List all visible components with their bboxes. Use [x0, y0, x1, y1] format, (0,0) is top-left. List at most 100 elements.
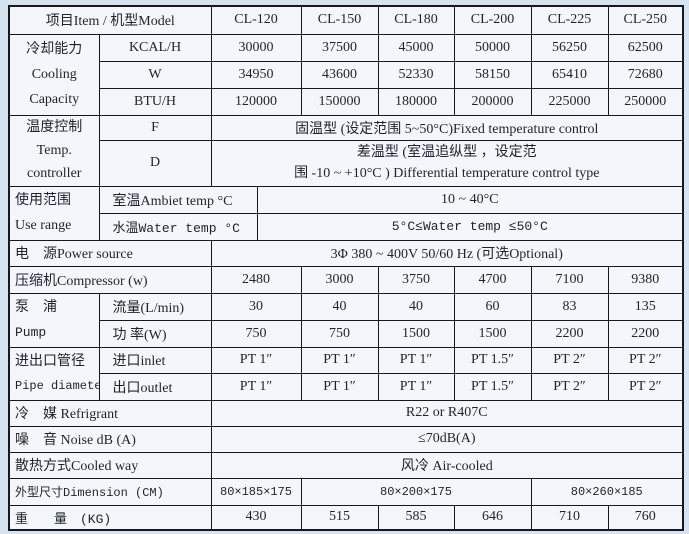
model-header-cl225: CL-225 — [530, 5, 609, 35]
dimension-value-2: 80×200×175 — [300, 477, 532, 506]
weight-value: 760 — [607, 504, 684, 531]
kcal-value: 50000 — [453, 33, 532, 62]
pipe-outlet-value: PT 1″ — [210, 372, 302, 401]
unit-w-label: W — [98, 60, 212, 89]
btu-value: 120000 — [210, 87, 302, 116]
pipe-outlet-value: PT 2″ — [530, 372, 609, 401]
cooling-label-en1: Cooling — [31, 67, 77, 82]
refrigerant-value: R22 or R407C — [210, 399, 684, 427]
compressor-value: 3000 — [300, 265, 379, 294]
pipe-inlet-label: 进口inlet — [98, 346, 212, 374]
pump-label-en: Pump — [15, 325, 47, 340]
temp-controller-label: 温度控制 Temp. controller — [8, 114, 100, 187]
weight-value: 646 — [453, 504, 532, 531]
pump-flow-value: 40 — [300, 292, 379, 321]
dimension-value-1: 80×185×175 — [210, 477, 302, 506]
use-range-label-zh: 使用范围 — [15, 193, 71, 208]
pipe-inlet-value: PT 1″ — [300, 346, 379, 374]
refrigerant-row: 冷 媒 Refrigrant R22 or R407C — [8, 399, 684, 427]
dimension-value-3: 80×260×185 — [530, 477, 684, 506]
header-row: 项目Item / 机型Model CL-120 CL-150 CL-180 CL… — [8, 5, 684, 35]
pump-label-zh: 泵 浦 — [15, 300, 57, 315]
w-value: 34950 — [210, 60, 302, 89]
temp-label-zh: 温度控制 — [26, 120, 83, 135]
unit-kcal-label: KCAL/H — [98, 33, 212, 62]
temp-label-en1: Temp. — [36, 143, 72, 158]
pipe-inlet-value: PT 1″ — [210, 346, 302, 374]
pipe-inlet-value: PT 2″ — [530, 346, 609, 374]
water-temp-row: 水温Water temp °C 5°C≤Water temp ≤50°C — [9, 212, 684, 241]
cooling-kcal-row: 冷却能力 Cooling Capacity KCAL/H 30000 37500… — [8, 33, 684, 116]
compressor-value: 4700 — [453, 265, 532, 294]
pipe-inlet-value: PT 2″ — [607, 346, 684, 374]
noise-row: 噪 音 Noise dB (A) ≤70dB(A) — [8, 425, 684, 453]
power-source-row: 电 源Power source 3Φ 380 ~ 400V 50/60 Hz (… — [8, 239, 684, 267]
cooling-btu-row: BTU/H 120000 150000 180000 200000 225000… — [9, 87, 684, 116]
temp-f-label: F — [98, 114, 212, 141]
kcal-value: 62500 — [607, 33, 684, 62]
kcal-value: 56250 — [530, 33, 609, 62]
dimension-label: 外型尺寸Dimension (CM) — [8, 477, 212, 506]
unit-btu-label: BTU/H — [98, 87, 212, 116]
pipe-outlet-value: PT 1″ — [377, 372, 455, 401]
compressor-value: 7100 — [530, 265, 609, 294]
cooled-way-label: 散热方式Cooled way — [8, 451, 212, 479]
weight-row: 重 量 (KG) 430 515 585 646 710 760 — [8, 504, 684, 531]
w-value: 65410 — [530, 60, 609, 89]
w-value: 72680 — [607, 60, 684, 89]
pipe-diameter-label: 进出口管径 Pipe diameter — [8, 346, 100, 401]
pump-power-row: 功 率(W) 750 750 1500 1500 2200 2200 — [9, 319, 684, 348]
pipe-outlet-label: 出口outlet — [98, 372, 212, 401]
pipe-outlet-value: PT 2″ — [607, 372, 684, 401]
temp-label-en2: controller — [27, 166, 82, 181]
weight-value: 585 — [377, 504, 455, 531]
cooling-w-row: W 34950 43600 52330 58150 65410 72680 — [9, 60, 684, 89]
pump-power-value: 1500 — [453, 319, 532, 348]
temp-d-value-line2: 围 -10 ~ +10°C ) Differential temperature… — [294, 166, 600, 181]
pipe-inlet-value: PT 1″ — [377, 346, 455, 374]
pipe-inlet-value: PT 1.5″ — [453, 346, 532, 374]
kcal-value: 45000 — [377, 33, 455, 62]
dimension-row: 外型尺寸Dimension (CM) 80×185×175 80×200×175… — [8, 477, 684, 506]
compressor-value: 9380 — [607, 265, 684, 294]
power-source-label: 电 源Power source — [8, 239, 212, 267]
refrigerant-label: 冷 媒 Refrigrant — [8, 399, 212, 427]
noise-label: 噪 音 Noise dB (A) — [8, 425, 212, 453]
cooled-way-value: 风冷 Air-cooled — [210, 451, 684, 479]
pipe-outlet-value: PT 1″ — [300, 372, 379, 401]
cooling-capacity-label: 冷却能力 Cooling Capacity — [8, 33, 100, 116]
noise-value: ≤70dB(A) — [210, 425, 684, 453]
model-header-cl250: CL-250 — [607, 5, 684, 35]
compressor-value: 2480 — [210, 265, 302, 294]
temp-d-value: 差温型 (室温追纵型 ，设定范 围 -10 ~ +10°C ) Differen… — [210, 139, 684, 187]
pump-power-value: 1500 — [377, 319, 455, 348]
pump-power-label: 功 率(W) — [98, 319, 212, 348]
temp-d-row: D 差温型 (室温追纵型 ，设定范 围 -10 ~ +10°C ) Differ… — [9, 139, 684, 187]
ambient-temp-value: 10 ~ 40°C — [256, 185, 684, 214]
pipe-label-zh: 进出口管径 — [15, 353, 85, 369]
pump-flow-row: 泵 浦 Pump 流量(L/min) 30 40 40 60 83 135 — [8, 292, 684, 348]
pump-flow-value: 40 — [377, 292, 455, 321]
w-value: 52330 — [377, 60, 455, 89]
water-temp-label: 水温Water temp °C — [98, 212, 258, 241]
btu-value: 250000 — [607, 87, 684, 116]
pipe-outlet-row: 出口outlet PT 1″ PT 1″ PT 1″ PT 1.5″ PT 2″… — [9, 372, 684, 401]
btu-value: 225000 — [530, 87, 609, 116]
w-value: 43600 — [300, 60, 379, 89]
pump-flow-value: 83 — [530, 292, 609, 321]
model-header-cl120: CL-120 — [210, 5, 302, 35]
pump-flow-value: 30 — [210, 292, 302, 321]
use-range-label-en: Use range — [15, 218, 72, 233]
pump-flow-label: 流量(L/min) — [98, 292, 212, 321]
model-header-cl180: CL-180 — [377, 5, 455, 35]
pipe-label-en: Pipe diameter — [15, 378, 98, 393]
pump-power-value: 750 — [300, 319, 379, 348]
temp-d-value-line1: 差温型 (室温追纵型 ，设定范 — [356, 145, 537, 160]
model-header-cl150: CL-150 — [300, 5, 379, 35]
weight-label: 重 量 (KG) — [8, 504, 212, 531]
temp-d-label: D — [98, 139, 212, 187]
pump-power-value: 2200 — [607, 319, 684, 348]
temp-f-value: 固温型 (设定范围 5~50°C)Fixed temperature contr… — [210, 114, 684, 141]
water-temp-value: 5°C≤Water temp ≤50°C — [256, 212, 684, 241]
